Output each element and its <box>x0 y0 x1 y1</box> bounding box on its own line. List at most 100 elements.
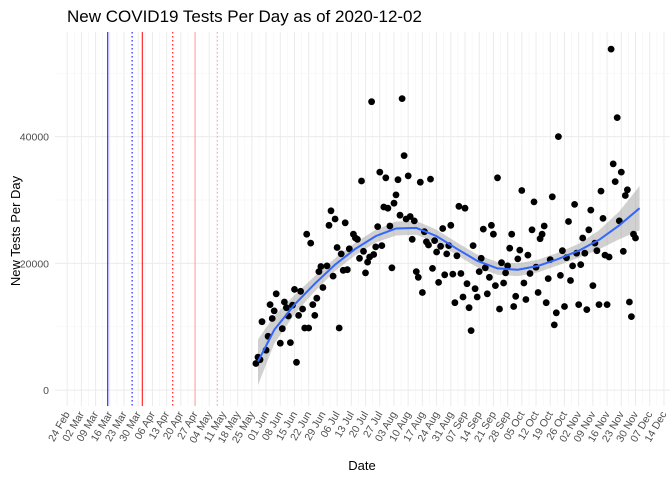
data-point <box>404 172 412 180</box>
data-point <box>325 221 333 229</box>
data-point <box>276 339 284 347</box>
data-point <box>599 215 607 222</box>
data-point <box>341 219 349 227</box>
data-point <box>502 269 509 277</box>
data-point <box>609 160 617 168</box>
data-point <box>439 225 447 232</box>
data-point <box>451 299 459 307</box>
data-point <box>412 268 420 275</box>
data-point <box>534 289 542 296</box>
data-point <box>559 247 566 255</box>
data-point <box>479 225 487 233</box>
data-point <box>528 226 536 234</box>
data-point <box>291 286 298 293</box>
data-point <box>343 266 351 274</box>
data-point <box>388 264 396 272</box>
data-point <box>550 321 558 329</box>
data-point <box>370 251 378 258</box>
data-point <box>386 222 394 230</box>
data-point <box>565 218 572 225</box>
data-point <box>337 250 345 258</box>
data-point <box>575 301 583 308</box>
data-point <box>313 294 321 302</box>
data-point <box>581 249 589 257</box>
data-point <box>283 304 290 312</box>
data-point <box>364 258 371 266</box>
data-point <box>628 313 635 320</box>
data-point <box>431 237 438 245</box>
data-point <box>471 285 479 293</box>
data-point <box>548 193 556 201</box>
data-point <box>396 211 404 219</box>
data-point <box>632 234 639 242</box>
data-point <box>425 241 432 249</box>
data-point <box>516 246 524 254</box>
data-point <box>433 248 440 256</box>
data-point <box>309 301 317 308</box>
data-point <box>447 221 455 229</box>
data-point <box>384 204 392 212</box>
data-point <box>607 45 615 53</box>
data-point <box>540 222 548 230</box>
data-point <box>514 255 522 263</box>
data-point <box>486 273 493 281</box>
data-point <box>490 230 497 238</box>
data-point <box>297 287 304 295</box>
data-point <box>552 309 560 317</box>
data-point <box>611 178 619 186</box>
data-point <box>557 272 564 279</box>
data-point <box>400 152 408 160</box>
grid-lines <box>55 32 670 406</box>
data-point <box>345 245 353 253</box>
data-point <box>481 264 489 272</box>
data-point <box>258 318 266 326</box>
data-point <box>319 284 327 291</box>
data-point <box>378 242 386 250</box>
data-point <box>461 204 469 212</box>
data-point <box>443 250 451 258</box>
data-point <box>335 324 343 332</box>
data-point <box>331 215 339 223</box>
data-point <box>467 327 475 334</box>
data-point <box>483 290 491 298</box>
data-point <box>394 176 402 184</box>
data-point <box>510 303 518 310</box>
data-point <box>589 282 597 289</box>
data-point <box>268 315 276 322</box>
data-point <box>465 304 473 312</box>
data-point <box>390 199 398 207</box>
data-point <box>457 270 465 277</box>
y-tick-label: 40000 <box>20 132 49 144</box>
data-point <box>522 296 530 303</box>
data-point <box>266 301 274 308</box>
data-point <box>354 235 361 243</box>
data-point <box>317 263 325 270</box>
data-point <box>372 243 380 251</box>
data-point <box>518 187 526 194</box>
data-point <box>408 235 416 243</box>
data-point <box>441 271 449 279</box>
data-point <box>477 254 485 262</box>
data-point <box>619 247 627 255</box>
data-point <box>307 239 315 247</box>
y-axis-label: New Tests Per Day <box>8 175 23 286</box>
data-point <box>427 175 434 183</box>
data-point <box>368 98 375 106</box>
data-point <box>362 269 369 277</box>
x-axis-label: Date <box>348 458 375 473</box>
data-point <box>544 275 552 282</box>
data-point <box>498 259 505 267</box>
data-point <box>473 293 481 301</box>
data-point <box>360 247 367 255</box>
data-point <box>593 247 601 255</box>
data-point <box>526 270 534 277</box>
data-point <box>303 230 311 238</box>
data-point <box>329 272 337 280</box>
data-point <box>583 306 591 313</box>
data-point <box>459 293 467 301</box>
data-point <box>579 234 587 242</box>
data-point <box>561 303 568 310</box>
data-point <box>327 207 335 215</box>
data-point <box>504 262 511 270</box>
